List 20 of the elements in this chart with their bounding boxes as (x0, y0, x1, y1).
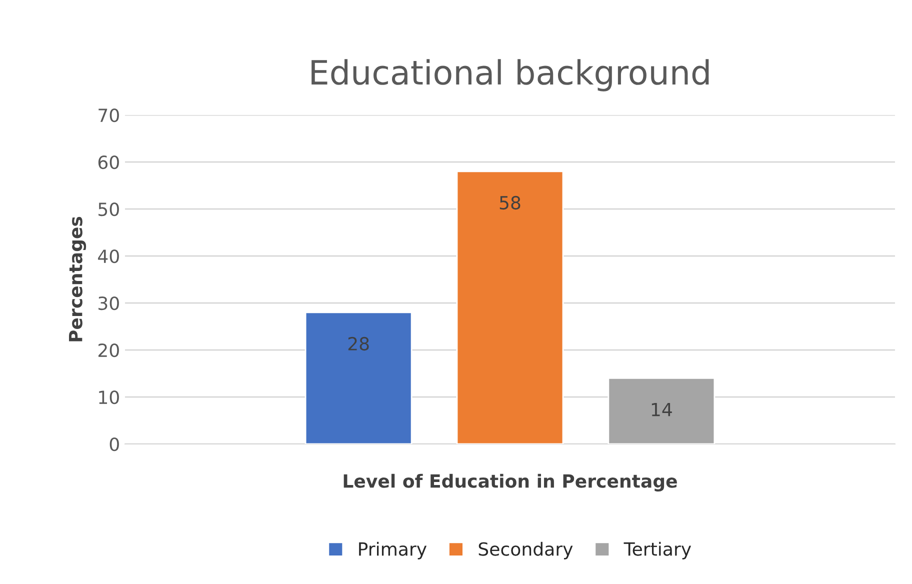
y-tick-label: 20 (98, 343, 119, 358)
chart-title: Educational background (312, 59, 709, 92)
data-label: 28 (348, 336, 369, 351)
legend-label: Secondary (478, 542, 573, 560)
y-tick-label: 30 (98, 296, 119, 310)
data-label: 14 (652, 402, 672, 416)
y-tick-label: 70 (98, 108, 119, 122)
y-tick-label: 0 (110, 437, 119, 452)
legend-label: Tertiary (624, 542, 692, 560)
bar (304, 312, 412, 444)
y-tick-label: 50 (98, 202, 119, 216)
y-tick-label: 60 (98, 155, 119, 170)
x-axis-title: Level of Education in Percentage (344, 474, 677, 492)
bar (608, 378, 716, 444)
y-tick-label: 40 (98, 249, 119, 264)
y-tick-label: 10 (99, 390, 119, 404)
y-axis-title: Percentages (68, 216, 86, 342)
bar (456, 170, 564, 444)
data-label: 58 (500, 196, 520, 210)
legend-label: Primary (359, 542, 427, 560)
